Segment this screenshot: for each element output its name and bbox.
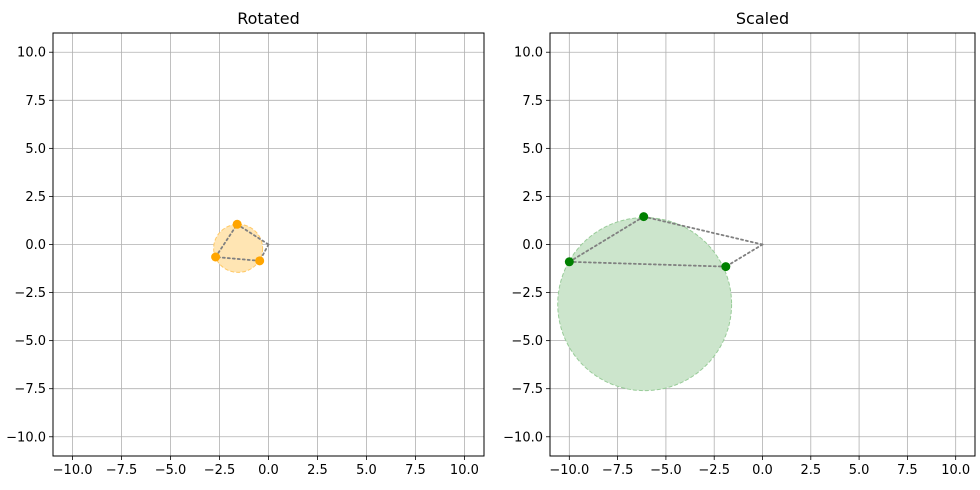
scaled-x-tick-label: −5.0 [650, 463, 682, 478]
rotated-y-tick-label: −7.5 [14, 382, 46, 397]
rotated-chart-title: Rotated [237, 9, 300, 28]
scaled-y-tick-label: 2.5 [522, 190, 543, 205]
rotated-x-tick-label: 7.5 [405, 463, 426, 478]
rotated-y-tick-label: 7.5 [25, 94, 46, 109]
rotated-dotted-line [236, 223, 270, 246]
rotated-y-tick-label: −2.5 [14, 286, 46, 301]
scaled-x-tick-label: 5.0 [849, 463, 870, 478]
scaled-point-3 [721, 262, 731, 272]
rotated-x-tick-label: 5.0 [356, 463, 377, 478]
rotated-dotted-line [214, 223, 239, 258]
scaled-dotted-line [568, 215, 645, 263]
scaled-y-tick-label: −10.0 [503, 430, 543, 445]
scaled-y-tick-label: −7.5 [511, 382, 543, 397]
rotated-y-tick-label: −10.0 [6, 430, 46, 445]
scaled-point-2 [564, 257, 574, 267]
scaled-y-tick-label: 5.0 [522, 142, 543, 157]
rotated-x-tick-label: 2.5 [307, 463, 328, 478]
rotated-point-1 [232, 219, 242, 229]
scaled-point-1 [639, 212, 649, 222]
rotated-point-2 [211, 252, 221, 262]
rotated-x-tick-label: −7.5 [106, 463, 138, 478]
rotated-y-tick-label: 0.0 [25, 238, 46, 253]
rotated-y-tick-label: −5.0 [14, 334, 46, 349]
scaled-y-tick-label: 10.0 [514, 46, 543, 61]
rotated-x-tick-label: −10.0 [53, 463, 93, 478]
scaled-x-tick-label: −7.5 [602, 463, 634, 478]
scaled-x-tick-label: −10.0 [549, 463, 589, 478]
scaled-x-tick-label: 7.5 [897, 463, 918, 478]
scaled-dotted-line [642, 215, 764, 246]
scaled-dotted-line [568, 260, 727, 268]
scaled-circle [557, 217, 733, 392]
scaled-dotted-line [724, 243, 764, 268]
rotated-axes: −10.0 −10.0 −7.5 −7.5 −5.0 −5.0 −2.5 −2.5 0.0 0.0… [6, 9, 485, 478]
scaled-y-tick-label: 7.5 [522, 94, 543, 109]
rotated-y-tick-label: 5.0 [25, 142, 46, 157]
scaled-y-tick-label: −2.5 [511, 286, 543, 301]
rotated-y-tick-label: 2.5 [25, 190, 46, 205]
scaled-chart-title: Scaled [736, 9, 789, 28]
scaled-y-tick-label: 0.0 [522, 238, 543, 253]
scaled-x-tick-label: 2.5 [800, 463, 821, 478]
rotated-x-tick-label: 10.0 [450, 463, 479, 478]
scaled-y-tick-label: −5.0 [511, 334, 543, 349]
rotated-dotted-line [214, 256, 261, 262]
rotated-y-tick-label: 10.0 [17, 46, 46, 61]
rotated-x-tick-label: −2.5 [204, 463, 236, 478]
rotated-point-3 [255, 256, 265, 266]
scaled-axes: −10.0 −10.0 −7.5 −7.5 −5.0 −5.0 −2.5 −2.5 0.0 0.0… [503, 9, 976, 478]
scaled-x-tick-label: 10.0 [941, 463, 970, 478]
scaled-x-tick-label: 0.0 [752, 463, 773, 478]
scaled-x-tick-label: −2.5 [698, 463, 730, 478]
rotated-x-tick-label: 0.0 [258, 463, 279, 478]
rotated-x-tick-label: −5.0 [155, 463, 187, 478]
